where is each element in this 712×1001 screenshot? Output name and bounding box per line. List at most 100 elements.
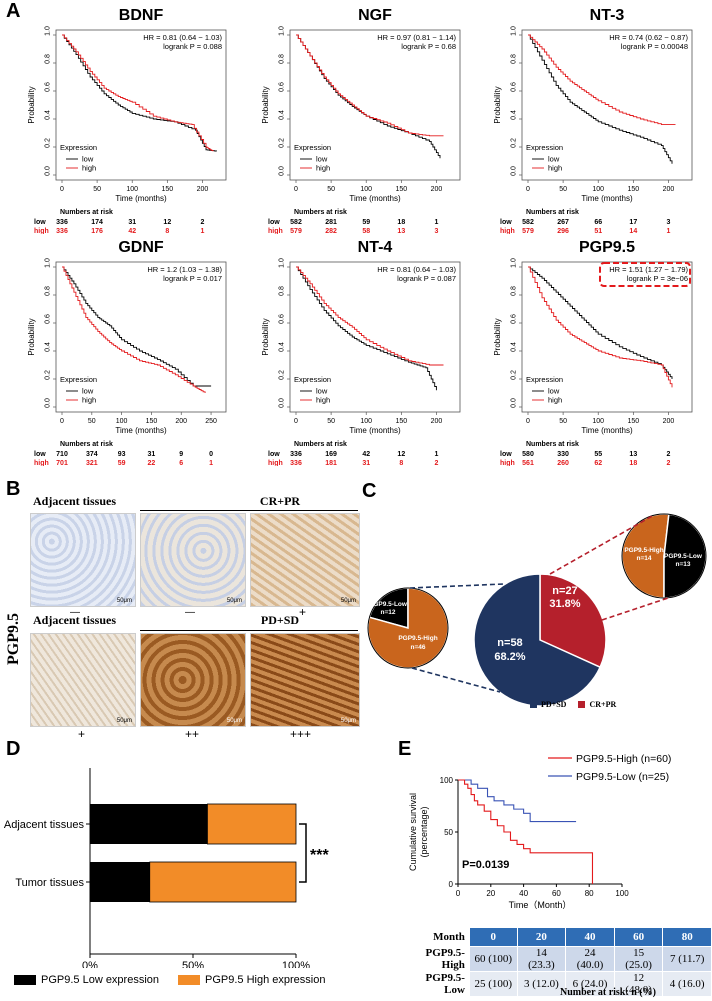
km-legend-high: high <box>316 164 330 173</box>
km-ytick-label: 0.2 <box>279 138 286 148</box>
km-frame <box>289 29 461 181</box>
km-risk-high-value: 2 <box>434 460 438 466</box>
km-risk-low-value: 1 <box>434 451 438 458</box>
histology-pdsd-moderate: 50μm <box>140 633 246 727</box>
km-risk-low-value: 1 <box>434 219 438 226</box>
km-xtick-label: 150 <box>627 418 639 425</box>
bar-row-label: Tumor tissues <box>15 877 84 889</box>
crpr-label: CR+PR <box>259 494 301 508</box>
left-pie-high-label: PGP9.5-High <box>398 635 437 642</box>
km-risk-low-value: 93 <box>118 451 126 458</box>
connector-left-bottom <box>411 667 501 693</box>
km-xtick-label: 0 <box>60 418 64 425</box>
km-risk-low-value: 66 <box>594 219 602 226</box>
km-xlabel: Time (months) <box>349 426 401 435</box>
km-ytick-label: 0.8 <box>45 54 52 64</box>
km-risk-low-value: 2 <box>666 451 670 458</box>
km-risk-low-value: 169 <box>325 451 337 458</box>
km-risk-low-value: 17 <box>629 219 637 226</box>
km-title: PGP9.5 <box>579 239 635 256</box>
km-xtick-label: 150 <box>146 418 158 425</box>
km-ytick-label: 0.0 <box>279 166 286 176</box>
km-risk-title: Numbers at risk <box>294 209 347 216</box>
km-risk-low-value: 12 <box>163 219 171 226</box>
legend-low-label: PGP9.5 Low expression <box>41 974 160 986</box>
km-risk-row-high: high <box>500 460 515 466</box>
km-risk-low-value: 9 <box>179 451 183 458</box>
km-xlabel: Time (months) <box>581 426 633 435</box>
pdsd-underline <box>140 630 358 631</box>
km-ytick-label: 0.4 <box>45 110 52 120</box>
connector-left-top <box>409 583 505 589</box>
km-risk-high-value: 62 <box>594 460 602 466</box>
km-risk-high-value: 59 <box>118 460 126 466</box>
km-risk-high-value: 176 <box>91 228 103 234</box>
km-risk-high-value: 51 <box>594 228 602 234</box>
big-pie-crpr-n: n=27 <box>552 585 577 597</box>
pgp95-side-label: PGP9.5 <box>5 613 22 665</box>
bar-high-segment <box>207 803 297 845</box>
e-xtick-label: 60 <box>552 889 561 898</box>
km-risk-high-value: 282 <box>325 228 337 234</box>
right-pie-high-label: PGP9.5-High <box>624 547 663 554</box>
km-risk-high-value: 8 <box>165 228 169 234</box>
panel-label-c: C <box>362 480 377 502</box>
km-ylabel: Probability <box>261 318 270 355</box>
km-xtick-label: 100 <box>360 418 372 425</box>
big-pie-crpr-slice <box>539 573 607 669</box>
km-xtick-label: 50 <box>88 418 96 425</box>
km-xtick-label: 50 <box>93 186 101 193</box>
km-risk-high-value: 18 <box>629 460 637 466</box>
km-title: NT-3 <box>590 7 625 24</box>
e-curve-low <box>458 779 577 823</box>
km-legend-high: high <box>82 164 96 173</box>
km-title: NT-4 <box>358 239 393 256</box>
e-xtick-label: 40 <box>519 889 528 898</box>
km-risk-high-value: 1 <box>200 228 204 234</box>
km-risk-high-value: 22 <box>148 460 156 466</box>
km-ytick-label: 0.6 <box>511 82 518 92</box>
km-frame <box>289 261 461 413</box>
km-ytick-label: 0.0 <box>511 166 518 176</box>
connector-right-top <box>549 514 655 575</box>
km-xtick-label: 150 <box>395 186 407 193</box>
km-xtick-label: 50 <box>327 418 335 425</box>
km-legend-low: low <box>82 155 94 164</box>
km-ytick-label: 0.2 <box>511 370 518 380</box>
left-pie-low-label: PGP9.5-Low <box>369 601 408 608</box>
km-xtick-label: 150 <box>161 186 173 193</box>
left-pie-low-n: n=12 <box>381 609 396 616</box>
km-xtick-label: 200 <box>197 186 209 193</box>
right-pie-low-label: PGP9.5-Low <box>664 553 703 560</box>
km-legend-low: low <box>316 155 328 164</box>
score-top-2: — <box>185 607 195 618</box>
km-curve-hi <box>528 34 676 126</box>
e-legend-high: PGP9.5-High (n=60) <box>576 753 671 765</box>
km-xtick-label: 0 <box>294 418 298 425</box>
sig-bracket <box>299 823 307 883</box>
km-risk-high-value: 3 <box>434 228 438 234</box>
histology-pdsd-strong: 50μm <box>250 633 360 727</box>
histology-adjacent-bottom: 50μm <box>30 633 136 727</box>
big-pie-crpr-pct: 31.8% <box>549 598 580 610</box>
km-xtick-label: 100 <box>592 186 604 193</box>
km-xtick-label: 250 <box>205 418 217 425</box>
km-legend-title: Expression <box>294 143 331 152</box>
km-risk-high-value: 1 <box>666 228 670 234</box>
km-ylabel: Probability <box>27 318 36 355</box>
km-xtick-label: 50 <box>559 418 567 425</box>
crpr-underline <box>140 510 358 511</box>
km-ylabel: Probability <box>493 86 502 123</box>
km-risk-high-value: 8 <box>399 460 403 466</box>
km-ytick-label: 0.0 <box>511 398 518 408</box>
km-ytick-label: 0.4 <box>279 342 286 352</box>
km-hr-text: HR = 0.74 (0.62 − 0.87) <box>609 33 688 42</box>
km-risk-high-value: 321 <box>86 460 98 466</box>
km-curve-lo <box>62 266 212 387</box>
km-risk-low-value: 174 <box>91 219 103 226</box>
e-legend-low: PGP9.5-Low (n=25) <box>576 771 669 783</box>
km-xtick-label: 50 <box>327 186 335 193</box>
km-risk-row-low: low <box>268 219 280 226</box>
km-risk-low-value: 59 <box>362 219 370 226</box>
